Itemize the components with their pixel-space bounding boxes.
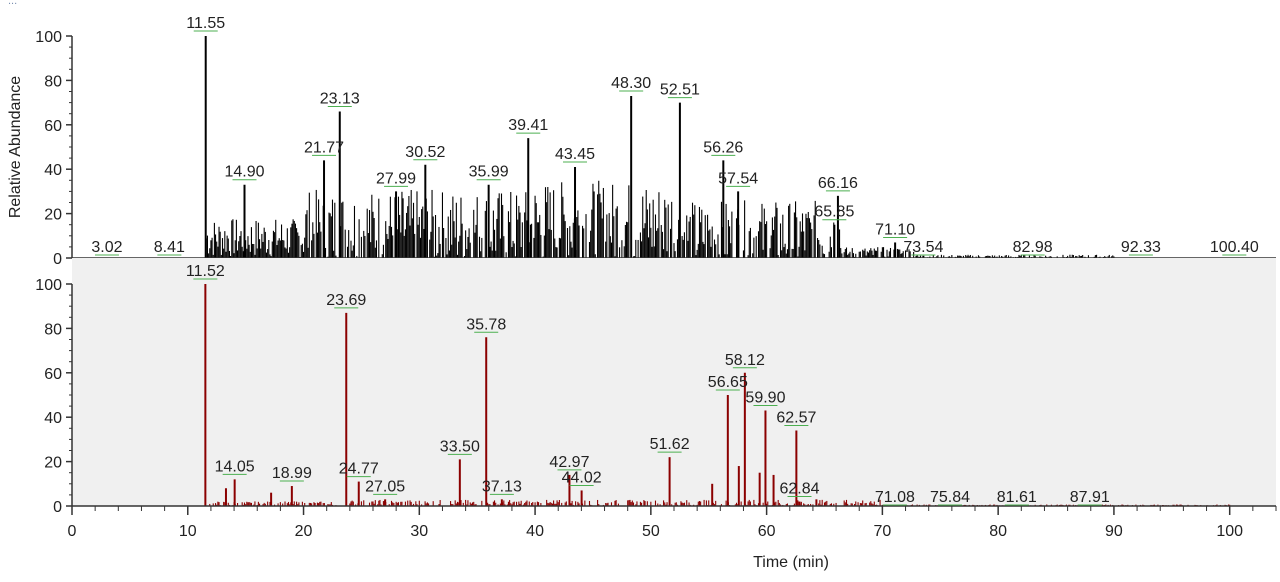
y-tick-label: 100: [35, 277, 62, 294]
x-tick-label: 80: [989, 523, 1007, 540]
x-tick-label: 100: [1216, 523, 1243, 540]
peak-label: 48.30: [611, 75, 651, 92]
peak-label: 57.54: [718, 170, 758, 187]
x-tick-label: 60: [758, 523, 776, 540]
peak-label: 58.12: [725, 352, 765, 369]
peak-label: 81.61: [997, 489, 1037, 506]
y-tick-label: 20: [44, 455, 62, 472]
peak-label: 51.62: [650, 436, 690, 453]
peak-label: 66.16: [818, 175, 858, 192]
peak-label: 56.65: [708, 374, 748, 391]
y-tick-label: 60: [44, 366, 62, 383]
bottom-chromatogram-panel: 0 20 40 60 80 100 0 10 20 30 40 50 60 70 80 90 100 11.52 1…: [35, 258, 1277, 540]
plot-background: [72, 30, 1276, 258]
peak-label: 42.97: [549, 454, 589, 471]
y-tick-label: 40: [44, 162, 62, 179]
y-axis-label: Relative Abundance: [7, 76, 24, 218]
y-tick-label: 0: [53, 251, 62, 268]
peak-label: 18.99: [272, 465, 312, 482]
peak-label: 87.91: [1070, 489, 1110, 506]
peak-label: 14.05: [215, 458, 255, 475]
peak-label: 100.40: [1210, 239, 1259, 256]
peak-label: 33.50: [440, 438, 480, 455]
y-tick-label: 100: [35, 29, 62, 46]
y-tick-label: 0: [53, 499, 62, 516]
top-chromatogram-panel: 0 20 40 60 80 100 3.02 8.41 11.55 14.90 21.77 23.13…: [35, 15, 1276, 268]
peak-label: 44.02: [562, 469, 602, 486]
x-tick-label: 90: [1105, 523, 1123, 540]
peak-label: 3.02: [91, 239, 122, 256]
y-tick-label: 40: [44, 410, 62, 427]
x-tick-label: 40: [526, 523, 544, 540]
plot-background: [72, 258, 1276, 506]
peak-label: 23.13: [320, 90, 360, 107]
peak-label: 92.33: [1121, 239, 1161, 256]
peak-label: 11.55: [186, 15, 225, 32]
peak-label: 27.05: [365, 478, 405, 495]
peak-label: 52.51: [660, 82, 700, 99]
peak-label: 30.52: [405, 144, 445, 161]
x-tick-label: 70: [873, 523, 891, 540]
peak-label: 59.90: [745, 390, 785, 407]
peak-label: 71.10: [875, 221, 915, 238]
peak-label: 56.26: [703, 139, 743, 156]
peak-label: 21.77: [304, 139, 344, 156]
noise-trace: [205, 180, 1115, 258]
y-tick-label: 60: [44, 118, 62, 135]
peak-label: 82.98: [1013, 239, 1053, 256]
peak-label: 73.54: [903, 239, 943, 256]
x-tick-label: 30: [410, 523, 428, 540]
header-fragment: ...: [8, 0, 17, 7]
peak-label: 35.99: [469, 164, 509, 181]
peak-label: 35.78: [466, 316, 506, 333]
y-tick-label: 20: [44, 207, 62, 224]
peak-label: 39.41: [508, 117, 548, 134]
peak-label: 65.85: [814, 204, 854, 221]
x-tick-label: 20: [295, 523, 313, 540]
peak-label: 24.77: [339, 461, 379, 478]
y-tick-label: 80: [44, 321, 62, 338]
peak-label: 75.84: [930, 489, 970, 506]
x-tick-label: 10: [179, 523, 197, 540]
x-tick-label: 0: [68, 523, 77, 540]
peak-label: 62.57: [776, 410, 816, 427]
x-tick-label: 50: [642, 523, 660, 540]
peak-label: 43.45: [555, 146, 595, 163]
y-tick-label: 80: [44, 73, 62, 90]
peak-label: 8.41: [154, 239, 185, 256]
peak-label: 23.69: [326, 292, 366, 309]
x-axis-label: Time (min): [753, 554, 829, 571]
peak-label: 71.08: [875, 489, 915, 506]
peak-label: 27.99: [376, 170, 416, 187]
peak-label: 11.52: [186, 263, 225, 280]
peak-label: 14.90: [224, 164, 264, 181]
peak-label: 62.84: [779, 481, 819, 498]
peak-label: 37.13: [482, 478, 522, 495]
